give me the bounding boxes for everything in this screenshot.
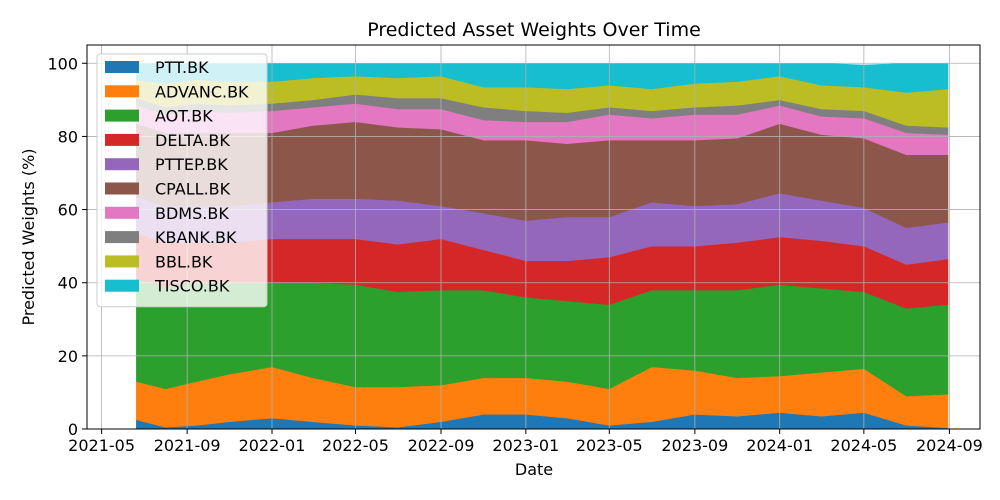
plot-frame — [86, 44, 981, 430]
x-axis-label: Date — [515, 460, 553, 479]
y-tick-label: 80 — [58, 127, 78, 146]
y-tick-label: 100 — [47, 54, 78, 73]
x-tick-label: 2021-09 — [154, 436, 221, 455]
legend-label-bbl-bk: BBL.BK — [155, 252, 213, 271]
legend: PTT.BK ADVANC.BK AOT.BK DELTA.BK PTTEP.BK CPA… — [96, 53, 268, 308]
x-axis-ticks: 2021-05 2021-09 2022-01 2022-05 2022-09 2023-… — [68, 429, 983, 455]
x-tick-label: 2022-01 — [239, 436, 306, 455]
x-tick-label: 2023-05 — [576, 436, 643, 455]
x-tick-label: 2024-05 — [830, 436, 897, 455]
legend-label-kbank-bk: KBANK.BK — [155, 228, 237, 247]
legend-swatch-ptt-bk — [105, 61, 139, 73]
x-tick-label: 2022-09 — [408, 436, 475, 455]
legend-label-advanc-bk: ADVANC.BK — [155, 82, 249, 101]
x-tick-label: 2024-01 — [746, 436, 813, 455]
legend-label-bdms-bk: BDMS.BK — [155, 204, 229, 223]
legend-box — [96, 53, 268, 308]
y-tick-label: 60 — [58, 201, 78, 220]
y-tick-label: 40 — [58, 274, 78, 293]
legend-label-tisco-bk: TISCO.BK — [154, 277, 230, 296]
legend-swatch-bdms-bk — [105, 206, 139, 219]
x-tick-label: 2024-09 — [916, 436, 983, 455]
legend-swatch-pttep-bk — [105, 158, 139, 171]
legend-swatch-bbl-bk — [105, 255, 139, 268]
legend-swatch-aot-bk — [105, 109, 139, 122]
legend-swatch-advanc-bk — [105, 85, 139, 98]
stacked-areas — [136, 62, 949, 430]
y-axis-label: Predicted Weights (%) — [19, 148, 38, 325]
x-tick-label: 2022-05 — [322, 436, 389, 455]
legend-swatch-cpall-bk — [105, 182, 139, 195]
legend-label-aot-bk: AOT.BK — [155, 107, 213, 126]
legend-swatch-tisco-bk — [105, 279, 139, 292]
legend-label-cpall-bk: CPALL.BK — [155, 180, 231, 199]
y-tick-label: 20 — [58, 347, 78, 366]
legend-label-ptt-bk: PTT.BK — [155, 58, 209, 77]
chart-title: Predicted Asset Weights Over Time — [367, 19, 701, 41]
x-tick-label: 2021-05 — [68, 436, 135, 455]
x-tick-label: 2023-09 — [661, 436, 728, 455]
y-tick-label: 0 — [68, 420, 78, 439]
legend-label-delta-bk: DELTA.BK — [155, 131, 230, 150]
x-tick-label: 2023-01 — [492, 436, 559, 455]
legend-swatch-delta-bk — [105, 133, 139, 146]
plot-area: 2021-05 2021-09 2022-01 2022-05 2022-09 2023-… — [47, 44, 983, 455]
legend-swatch-kbank-bk — [105, 231, 139, 244]
y-axis-ticks: 0 20 40 60 80 100 — [47, 54, 87, 439]
legend-label-pttep-bk: PTTEP.BK — [155, 155, 228, 174]
